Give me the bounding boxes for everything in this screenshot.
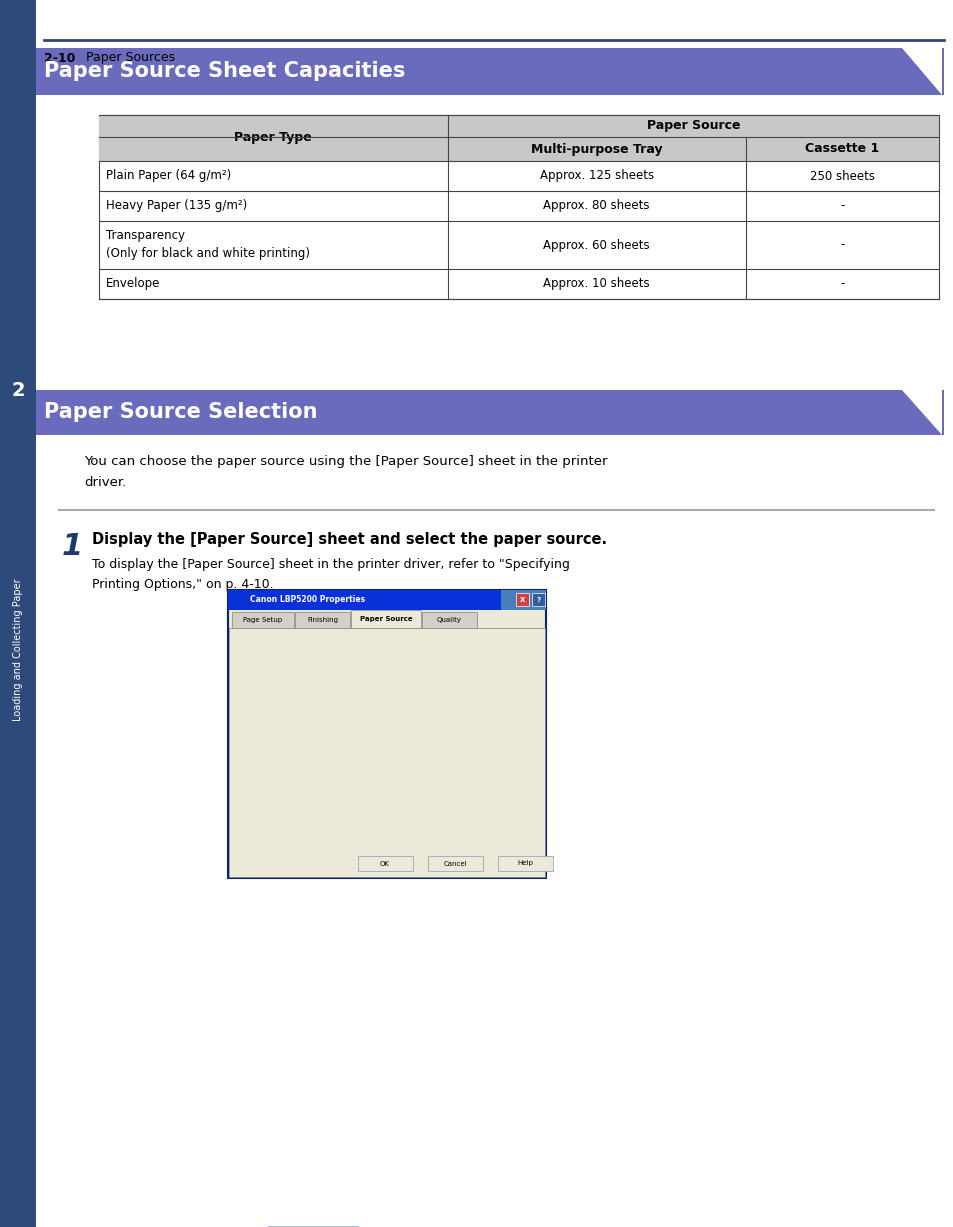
Text: Approx. 60 sheets: Approx. 60 sheets <box>543 238 649 252</box>
Text: Multi-purpose Tray: Multi-purpose Tray <box>530 142 661 156</box>
Bar <box>500 590 545 610</box>
Text: Paper Source: Paper Source <box>646 119 740 133</box>
Text: Paper Sources: Paper Sources <box>86 52 175 65</box>
Bar <box>532 593 544 606</box>
Text: -: - <box>840 200 843 212</box>
Bar <box>36 48 943 94</box>
Text: Paper Source Selection: Paper Source Selection <box>44 402 317 422</box>
Text: 2-10: 2-10 <box>44 52 75 65</box>
Text: 1: 1 <box>62 533 83 561</box>
Bar <box>294 612 350 628</box>
Text: Quality: Quality <box>436 617 461 623</box>
Text: Loading and Collecting Paper: Loading and Collecting Paper <box>13 579 23 721</box>
Text: Finishing: Finishing <box>307 617 337 623</box>
Text: Paper Type: Paper Type <box>234 131 312 145</box>
Bar <box>0 0 36 1227</box>
Text: Envelope: Envelope <box>106 277 160 291</box>
Bar <box>99 115 447 161</box>
Text: Canon LBP5200 Properties: Canon LBP5200 Properties <box>250 595 365 605</box>
Bar <box>516 593 529 606</box>
Text: Heavy Paper (135 g/m²): Heavy Paper (135 g/m²) <box>106 200 247 212</box>
Text: Paper Source Sheet Capacities: Paper Source Sheet Capacities <box>44 61 405 81</box>
Text: Help: Help <box>517 860 533 866</box>
Bar <box>99 115 938 299</box>
Bar <box>228 590 545 879</box>
Text: Cancel: Cancel <box>443 860 466 866</box>
Text: ?: ? <box>536 598 540 602</box>
Bar <box>497 856 553 871</box>
Text: To display the [Paper Source] sheet in the printer driver, refer to "Specifying
: To display the [Paper Source] sheet in t… <box>91 558 569 591</box>
Text: Page Setup: Page Setup <box>243 617 282 623</box>
Bar <box>357 856 413 871</box>
Text: Display the [Paper Source] sheet and select the paper source.: Display the [Paper Source] sheet and sel… <box>91 533 606 547</box>
Text: Cassette 1: Cassette 1 <box>804 142 879 156</box>
Text: Approx. 125 sheets: Approx. 125 sheets <box>539 169 653 183</box>
Text: Paper Source: Paper Source <box>359 616 412 622</box>
Bar <box>36 390 943 436</box>
Bar <box>421 612 476 628</box>
Text: Approx. 10 sheets: Approx. 10 sheets <box>543 277 649 291</box>
Text: You can choose the paper source using the [Paper Source] sheet in the printer
dr: You can choose the paper source using th… <box>84 455 607 490</box>
Bar <box>99 137 938 161</box>
Text: OK: OK <box>379 860 390 866</box>
Text: 250 sheets: 250 sheets <box>809 169 874 183</box>
Bar <box>428 856 482 871</box>
Text: Plain Paper (64 g/m²): Plain Paper (64 g/m²) <box>106 169 231 183</box>
Text: -: - <box>840 238 843 252</box>
Bar <box>229 628 544 877</box>
Text: 2: 2 <box>11 380 25 400</box>
Bar <box>228 590 545 610</box>
Bar <box>232 612 294 628</box>
Polygon shape <box>901 390 941 436</box>
Bar <box>351 610 420 628</box>
Text: Approx. 80 sheets: Approx. 80 sheets <box>543 200 649 212</box>
Text: -: - <box>840 277 843 291</box>
Bar <box>99 115 938 137</box>
Polygon shape <box>901 48 941 94</box>
Text: X: X <box>519 598 525 602</box>
Text: Transparency
(Only for black and white printing): Transparency (Only for black and white p… <box>106 229 310 260</box>
